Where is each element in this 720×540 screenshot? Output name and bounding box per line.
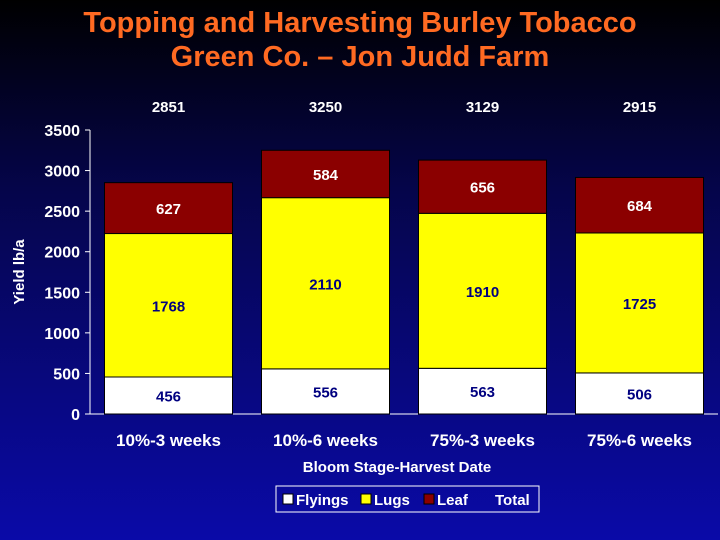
legend-label-flyings: Flyings <box>296 492 349 509</box>
legend-box <box>275 485 540 513</box>
x-category-label-4: 75%-6 weeks <box>587 431 692 450</box>
bar-leaf-1 <box>104 182 233 235</box>
total-label-3: 3129 <box>466 99 499 116</box>
data-label-leaf-4: 684 <box>627 198 653 215</box>
y-tick-label: 500 <box>53 366 80 383</box>
total-label-1: 2851 <box>152 99 185 116</box>
data-label-leaf-2: 584 <box>313 167 339 184</box>
bar-flyings-1 <box>104 376 233 415</box>
y-tick-label: 2500 <box>44 204 80 221</box>
x-category-label-2: 10%-6 weeks <box>273 431 378 450</box>
bar-lugs-2 <box>261 197 390 370</box>
data-label-leaf-1: 627 <box>156 201 181 218</box>
y-axis-title: Yield lb/a <box>11 239 28 305</box>
data-label-lugs-1: 1768 <box>152 298 185 315</box>
bar-flyings-4 <box>575 372 704 415</box>
y-tick-label: 0 <box>71 407 80 424</box>
data-label-lugs-4: 1725 <box>623 296 656 313</box>
legend-label-total: Total <box>495 492 530 509</box>
legend-label-leaf: Leaf <box>437 492 469 509</box>
x-category-label-3: 75%-3 weeks <box>430 431 535 450</box>
bar-leaf-2 <box>261 149 390 199</box>
legend-swatch-flyings <box>282 493 294 505</box>
legend-label-lugs: Lugs <box>374 492 410 509</box>
y-tick-label: 1000 <box>44 326 80 343</box>
data-label-flyings-1: 456 <box>156 388 181 405</box>
data-label-leaf-3: 656 <box>470 180 495 197</box>
legend-swatch-leaf <box>423 493 435 505</box>
chart-title: Topping and Harvesting Burley Tobacco Gr… <box>0 6 720 74</box>
data-label-flyings-4: 506 <box>627 386 652 403</box>
data-label-lugs-3: 1910 <box>466 284 499 301</box>
bar-leaf-4 <box>575 176 704 234</box>
data-label-flyings-2: 556 <box>313 384 338 401</box>
y-tick-label: 3500 <box>44 123 80 140</box>
chart-title-line-2: Green Co. – Jon Judd Farm <box>170 41 550 73</box>
legend-swatch-lugs <box>360 493 372 505</box>
chart-title-line-1: Topping and Harvesting Burley Tobacco <box>83 7 637 39</box>
data-label-lugs-2: 2110 <box>309 276 342 293</box>
bar-leaf-3 <box>418 159 547 214</box>
x-category-label-1: 10%-3 weeks <box>116 431 221 450</box>
bar-flyings-2 <box>261 368 390 415</box>
y-tick-label: 2000 <box>44 245 80 262</box>
total-label-2: 3250 <box>309 99 342 116</box>
total-label-4: 2915 <box>623 99 656 116</box>
bar-lugs-3 <box>418 212 547 369</box>
y-tick-label: 3000 <box>44 164 80 181</box>
bar-lugs-4 <box>575 232 704 374</box>
x-axis-title: Bloom Stage-Harvest Date <box>303 459 491 476</box>
y-tick-label: 1500 <box>44 285 80 302</box>
bar-lugs-1 <box>104 233 233 378</box>
data-label-flyings-3: 563 <box>470 384 495 401</box>
